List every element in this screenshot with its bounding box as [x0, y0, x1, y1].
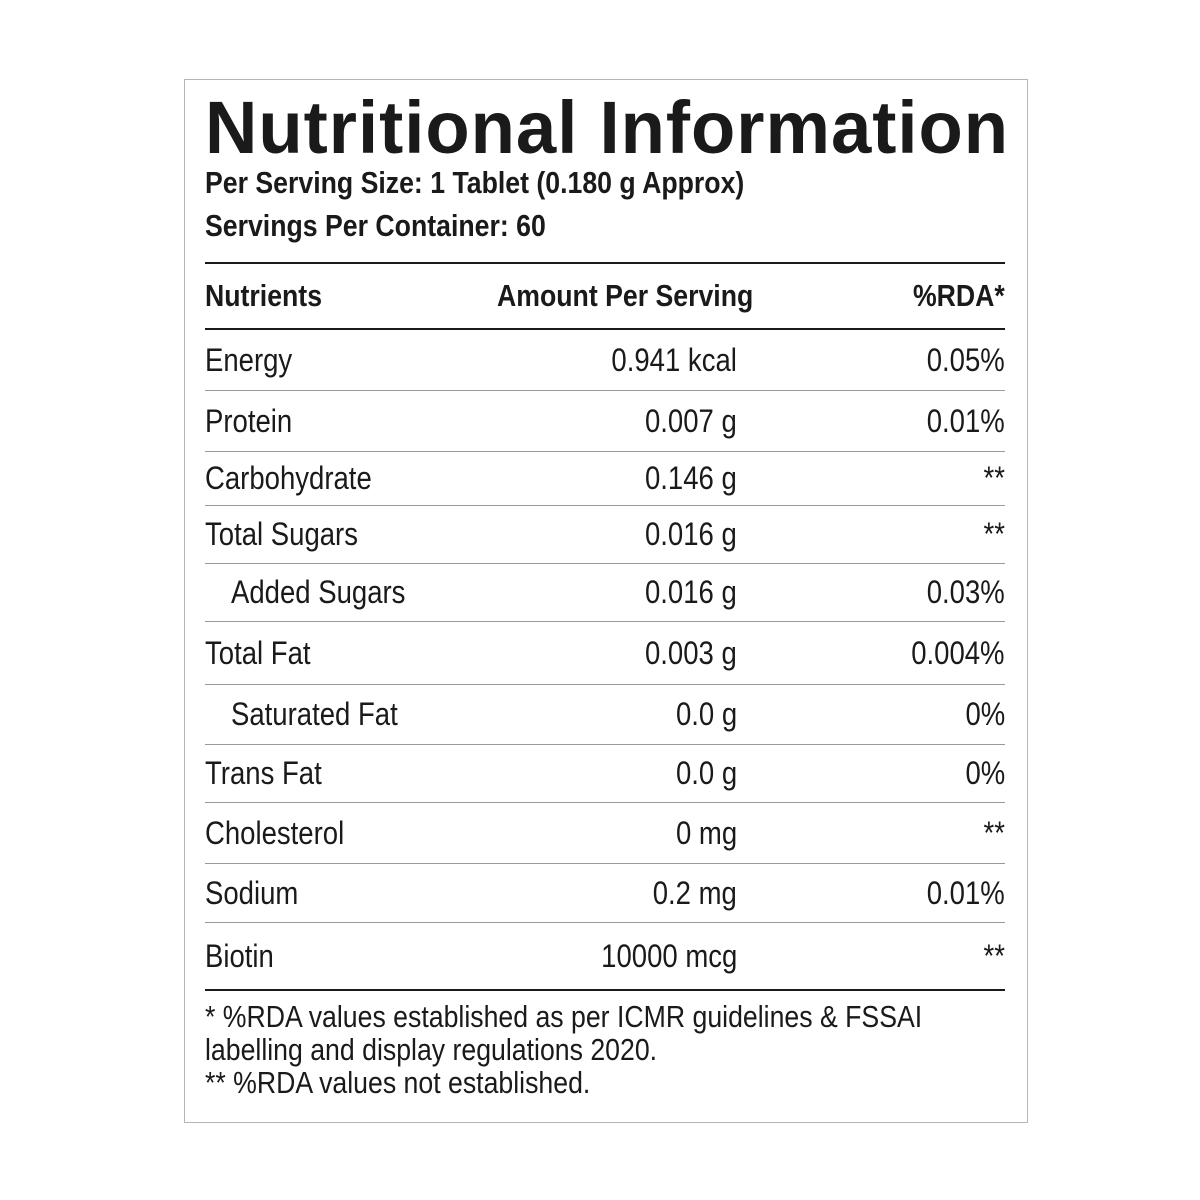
nutrient-rda: 0.004% [911, 634, 1005, 671]
nutrient-rda: 0.01% [926, 402, 1005, 439]
header-rda: %RDA* [913, 278, 1005, 313]
footnote-rda-established: * %RDA values established as per ICMR gu… [205, 999, 923, 1034]
nutrient-name: Total Fat [205, 634, 311, 671]
table-row: Total Sugars 0.016 g ** [205, 506, 1005, 564]
nutrient-rda: 0.01% [926, 874, 1005, 911]
table-row: Carbohydrate 0.146 g ** [205, 452, 1005, 506]
table-row: Sodium 0.2 mg 0.01% [205, 864, 1005, 923]
table-row: Cholesterol 0 mg ** [205, 803, 1005, 864]
nutrient-amount: 0.016 g [645, 516, 737, 552]
nutrient-amount: 0.0 g [675, 755, 737, 791]
nutrient-rda: 0.05% [926, 341, 1005, 378]
nutrient-amount: 0.0 g [675, 696, 737, 732]
nutrient-name: Carbohydrate [205, 460, 372, 496]
table-header: Nutrients Amount Per Serving %RDA* [205, 264, 1005, 330]
nutrient-rda: 0.03% [926, 574, 1005, 610]
nutrient-amount: 0.003 g [645, 634, 737, 671]
nutrient-name: Biotin [205, 937, 274, 974]
nutrient-rda: 0% [965, 755, 1005, 791]
table-row: Energy 0.941 kcal 0.05% [205, 330, 1005, 391]
nutrient-name: Sodium [205, 874, 299, 911]
nutrient-name: Protein [205, 402, 293, 439]
header-nutrients: Nutrients [205, 278, 323, 313]
nutrient-rda: ** [983, 937, 1005, 974]
nutrient-name: Trans Fat [205, 755, 322, 791]
nutrient-amount: 0.016 g [645, 574, 737, 610]
nutrient-name: Cholesterol [205, 814, 345, 851]
nutrient-rda: ** [983, 814, 1005, 851]
table-row: Added Sugars 0.016 g 0.03% [205, 564, 1005, 622]
nutrient-amount: 0 mg [675, 814, 737, 851]
nutrient-name: Total Sugars [205, 516, 358, 552]
table-row: Total Fat 0.003 g 0.004% [205, 622, 1005, 685]
nutrition-table: Nutrients Amount Per Serving %RDA* Energ… [205, 262, 1005, 991]
table-row: Saturated Fat 0.0 g 0% [205, 685, 1005, 745]
nutrient-amount: 0.146 g [645, 460, 737, 496]
nutrient-amount: 0.2 mg [652, 874, 737, 911]
nutrient-name: Added Sugars [231, 574, 406, 610]
footnotes: * %RDA values established as per ICMR gu… [205, 1000, 1025, 1099]
label-title: Nutritional Information [205, 86, 1010, 169]
nutrition-label: Nutritional Information Per Serving Size… [184, 79, 1028, 1123]
nutrient-amount: 10000 mcg [600, 937, 737, 974]
nutrient-amount: 0.007 g [645, 402, 737, 439]
nutrient-name: Energy [205, 341, 293, 378]
nutrient-name: Saturated Fat [231, 696, 398, 732]
nutrient-amount: 0.941 kcal [611, 341, 737, 378]
table-row: Trans Fat 0.0 g 0% [205, 745, 1005, 803]
footnote-rda-not-established: ** %RDA values not established. [205, 1065, 591, 1100]
table-row: Protein 0.007 g 0.01% [205, 391, 1005, 452]
header-amount: Amount Per Serving [497, 278, 754, 313]
table-row: Biotin 10000 mcg ** [205, 923, 1005, 991]
nutrient-rda: ** [983, 460, 1005, 496]
nutrient-rda: 0% [965, 696, 1005, 732]
servings-per-container: Servings Per Container: 60 [205, 208, 546, 243]
footnote-regulations: labelling and display regulations 2020. [205, 1032, 658, 1067]
nutrient-rda: ** [983, 516, 1005, 552]
serving-size: Per Serving Size: 1 Tablet (0.180 g Appr… [205, 165, 745, 200]
